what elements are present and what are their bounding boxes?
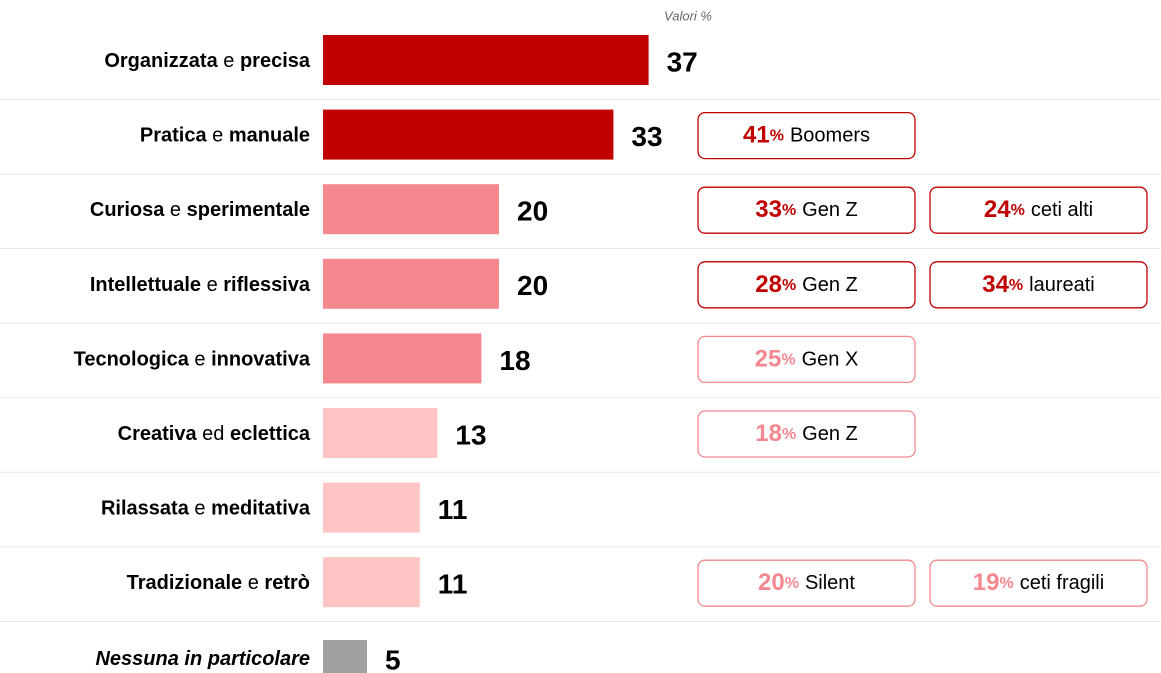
badge-unit: % — [1009, 277, 1023, 294]
value-label: 18 — [499, 345, 530, 376]
value-label: 11 — [438, 569, 468, 600]
category-label: Pratica e manuale — [140, 125, 310, 147]
badge-label: Gen Z — [802, 423, 858, 445]
category-label: Tecnologica e innovativa — [74, 349, 311, 371]
badge-box — [697, 261, 916, 309]
value-label: 11 — [438, 494, 468, 525]
badge-unit: % — [785, 575, 799, 592]
badge-label: ceti alti — [1031, 199, 1093, 221]
badge-label: Gen Z — [802, 274, 858, 296]
badge-text: 19% ceti fragili — [973, 570, 1104, 597]
badge-label: ceti fragili — [1020, 572, 1104, 594]
value-label: 33 — [631, 121, 662, 152]
bar — [323, 109, 614, 160]
badge-box — [697, 111, 916, 160]
badge-unit: % — [999, 575, 1013, 592]
badge-unit: % — [1011, 202, 1025, 219]
badge-box — [929, 559, 1148, 607]
bar — [323, 557, 420, 608]
value-label: 20 — [517, 196, 548, 227]
badge-box — [929, 186, 1148, 234]
badge-box — [929, 261, 1148, 309]
badge-value: 28 — [755, 271, 782, 298]
badge-label: Gen Z — [802, 199, 858, 221]
chart-title: Valori % — [664, 8, 712, 23]
bar — [323, 482, 420, 533]
badge-value: 33 — [755, 197, 782, 224]
badge-unit: % — [782, 202, 796, 219]
bar — [323, 408, 438, 458]
value-label: 20 — [517, 270, 548, 301]
bar — [323, 333, 482, 384]
value-label: 5 — [385, 644, 401, 673]
badge-label: Gen X — [802, 349, 859, 371]
badge-text: 18% Gen Z — [755, 420, 858, 447]
category-label: Nessuna in particolare — [95, 648, 310, 670]
bar — [323, 258, 499, 309]
badge-box — [697, 559, 916, 607]
badge-value: 20 — [758, 570, 785, 597]
category-label: Organizzata e precisa — [104, 50, 311, 72]
category-label: Curiosa e sperimentale — [90, 199, 310, 221]
badge-text: 28% Gen Z — [755, 271, 858, 298]
bar — [323, 35, 649, 85]
badge-value: 34 — [982, 271, 1009, 298]
badge-box — [697, 335, 916, 384]
badge-text: 34% laureati — [982, 271, 1095, 298]
badge-unit: % — [782, 277, 796, 294]
badge-unit: % — [770, 128, 784, 145]
badge-value: 25 — [755, 346, 782, 373]
badge-value: 41 — [743, 122, 770, 149]
category-label: Intellettuale e riflessiva — [90, 274, 311, 296]
category-label: Creativa ed eclettica — [118, 423, 311, 445]
badge-label: laureati — [1029, 274, 1095, 296]
badge-value: 19 — [973, 570, 1000, 597]
category-label: Tradizionale e retrò — [127, 572, 310, 594]
badge-text: 20% Silent — [758, 570, 855, 597]
badge-label: Silent — [805, 572, 855, 594]
badge-box — [697, 186, 916, 234]
badge-box — [697, 410, 916, 458]
bar — [323, 184, 499, 235]
badge-value: 18 — [755, 420, 782, 447]
badge-label: Boomers — [790, 125, 870, 147]
badge-text: 41% Boomers — [743, 122, 870, 149]
badge-unit: % — [781, 352, 795, 369]
category-label: Rilassata e meditativa — [101, 498, 311, 520]
value-label: 37 — [667, 46, 698, 77]
badge-text: 33% Gen Z — [755, 197, 858, 224]
badge-text: 24% ceti alti — [984, 197, 1093, 224]
badge-unit: % — [782, 426, 796, 443]
badge-text: 25% Gen X — [755, 346, 859, 373]
value-label: 13 — [455, 419, 486, 450]
bar — [323, 640, 367, 673]
badge-value: 24 — [984, 197, 1011, 224]
